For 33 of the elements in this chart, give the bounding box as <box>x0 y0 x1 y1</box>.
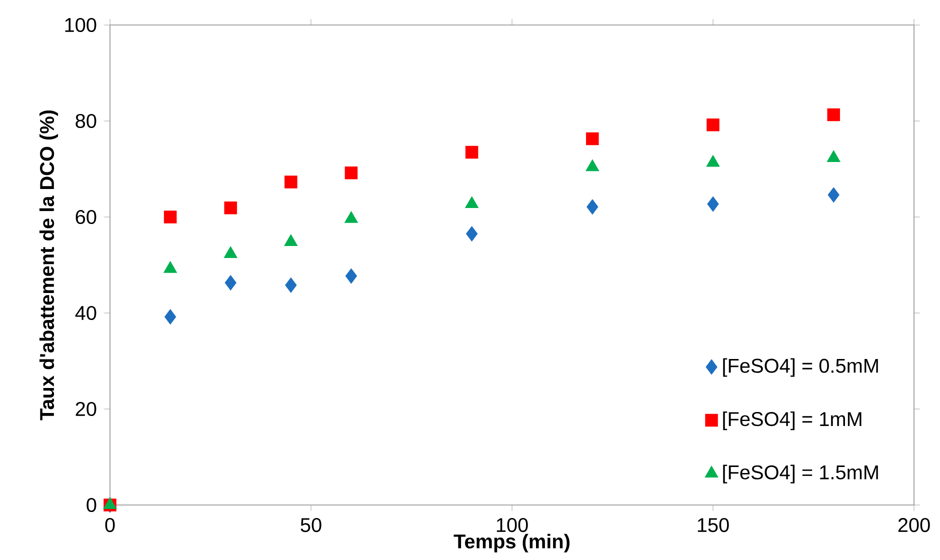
point <box>164 309 176 324</box>
point <box>224 202 237 214</box>
point <box>827 108 840 122</box>
x-tick-label: 200 <box>898 518 930 532</box>
y-tick-label: 40 <box>75 306 96 320</box>
y-tick-label: 60 <box>76 210 96 224</box>
x-axis-title: Temps (min) <box>454 534 570 552</box>
legend-label: [FeSO4] = 1mM <box>723 412 862 430</box>
y-axis-title: Taux d'abattement de la DCO (%) <box>39 110 58 420</box>
legend-label: [FeSO4] = 1.5mM <box>723 464 878 484</box>
point <box>344 166 358 180</box>
x-tick-label: 0 <box>105 518 115 532</box>
point <box>586 160 600 172</box>
x-tick-label: 100 <box>496 518 528 532</box>
point <box>284 176 298 188</box>
y-tick-label: 80 <box>76 114 96 128</box>
point <box>706 118 720 132</box>
point <box>586 132 599 146</box>
x-tick-label: 50 <box>300 518 322 532</box>
point <box>224 275 236 290</box>
y-tick-label: 0 <box>86 498 96 512</box>
point <box>345 268 357 284</box>
x-tick-label: 150 <box>698 518 729 532</box>
legend-label: [FeSO4] = 0.5mM <box>723 358 878 377</box>
point <box>707 196 719 212</box>
point <box>285 278 297 293</box>
point <box>828 187 840 202</box>
point <box>465 146 478 159</box>
point <box>466 226 478 242</box>
y-tick-label: 20 <box>76 402 96 416</box>
point <box>586 199 598 214</box>
y-tick-label: 100 <box>65 18 96 32</box>
point <box>164 210 177 224</box>
